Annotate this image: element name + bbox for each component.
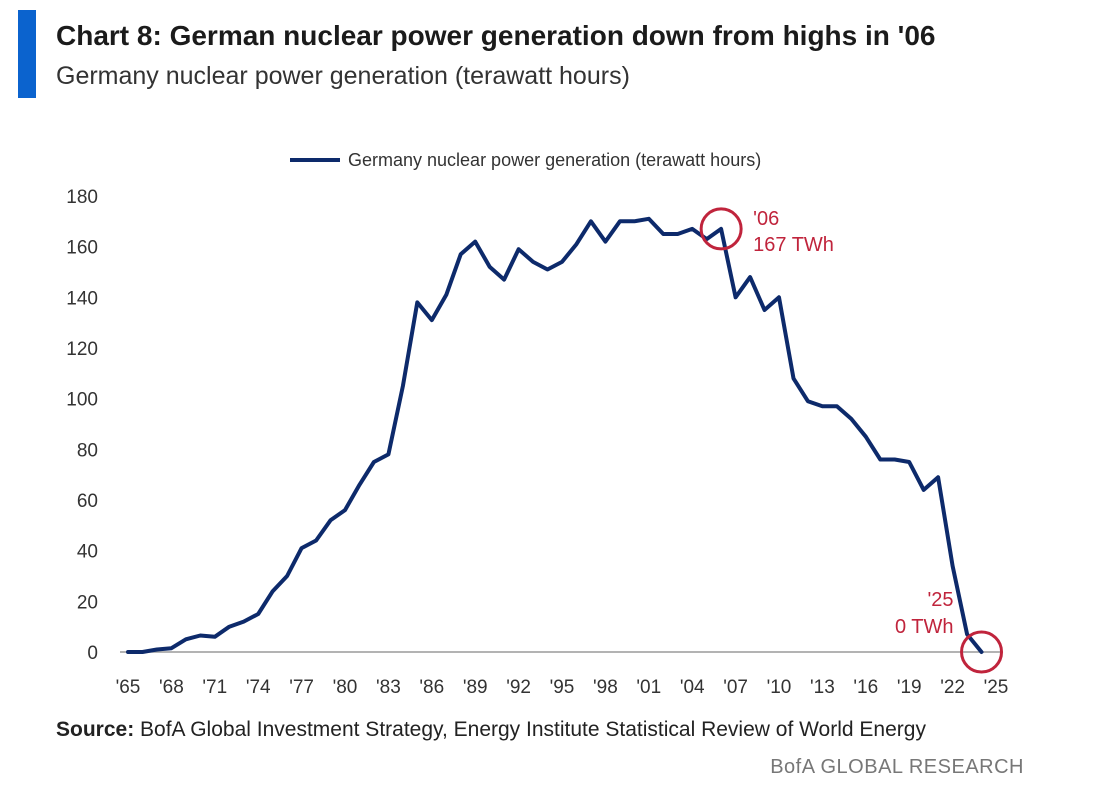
- source-note: Source: BofA Global Investment Strategy,…: [56, 718, 926, 742]
- brand-watermark: BofA GLOBAL RESEARCH: [770, 756, 1024, 778]
- x-tick-label: '71: [202, 677, 227, 698]
- x-tick-label: '95: [550, 677, 575, 698]
- x-tick-label: '01: [636, 677, 661, 698]
- annotation-circle: [699, 207, 743, 251]
- x-tick-label: '22: [940, 677, 965, 698]
- x-tick-label: '65: [116, 677, 141, 698]
- source-text: BofA Global Investment Strategy, Energy …: [134, 718, 926, 741]
- y-tick-label: 0: [87, 643, 98, 664]
- y-tick-label: 60: [77, 491, 98, 512]
- x-tick-label: '74: [246, 677, 271, 698]
- x-tick-label: '13: [810, 677, 835, 698]
- x-axis-ticks: '65 '68 '71 '74 '77 '80 '83 '86 '89 '92 '95 '98 '01 '…: [116, 677, 1009, 698]
- y-tick-label: 40: [77, 542, 98, 563]
- chart-title: Chart 8: German nuclear power generation…: [56, 20, 936, 51]
- y-tick-label: 180: [66, 187, 98, 208]
- x-tick-label: '10: [767, 677, 792, 698]
- x-tick-label: '19: [897, 677, 922, 698]
- series-line: [126, 216, 984, 654]
- y-tick-label: 80: [77, 440, 98, 461]
- annotation-value: 167 TWh: [753, 234, 834, 256]
- chart-subtitle: Germany nuclear power generation (terawa…: [56, 62, 630, 90]
- y-tick-label: 140: [66, 288, 98, 309]
- x-tick-label: '83: [376, 677, 401, 698]
- annotations: '06 167 TWh '25 0 TWh: [699, 207, 1004, 674]
- x-tick-label: '07: [723, 677, 748, 698]
- annotation-year: '25: [927, 589, 953, 611]
- annotation-circle: [960, 630, 1004, 674]
- x-tick-label: '16: [853, 677, 878, 698]
- x-tick-label: '92: [506, 677, 531, 698]
- x-tick-label: '68: [159, 677, 184, 698]
- y-tick-label: 160: [66, 238, 98, 259]
- x-tick-label: '77: [289, 677, 314, 698]
- y-tick-label: 20: [77, 592, 98, 613]
- y-tick-label: 120: [66, 339, 98, 360]
- annotation-value: 0 TWh: [895, 616, 954, 638]
- legend: Germany nuclear power generation (terawa…: [290, 150, 761, 170]
- x-tick-label: '89: [463, 677, 488, 698]
- x-tick-label: '04: [680, 677, 705, 698]
- y-tick-label: 100: [66, 390, 98, 411]
- title-accent-bar: [18, 10, 36, 98]
- x-tick-label: '98: [593, 677, 618, 698]
- y-axis-ticks: 0 20 40 60 80 100 120 140 160 180: [66, 187, 98, 664]
- x-tick-label: '25: [984, 677, 1009, 698]
- annotation-year: '06: [753, 208, 779, 230]
- x-tick-label: '80: [333, 677, 358, 698]
- source-label: Source:: [56, 718, 135, 741]
- x-tick-label: '86: [419, 677, 444, 698]
- legend-label: Germany nuclear power generation (terawa…: [348, 150, 761, 170]
